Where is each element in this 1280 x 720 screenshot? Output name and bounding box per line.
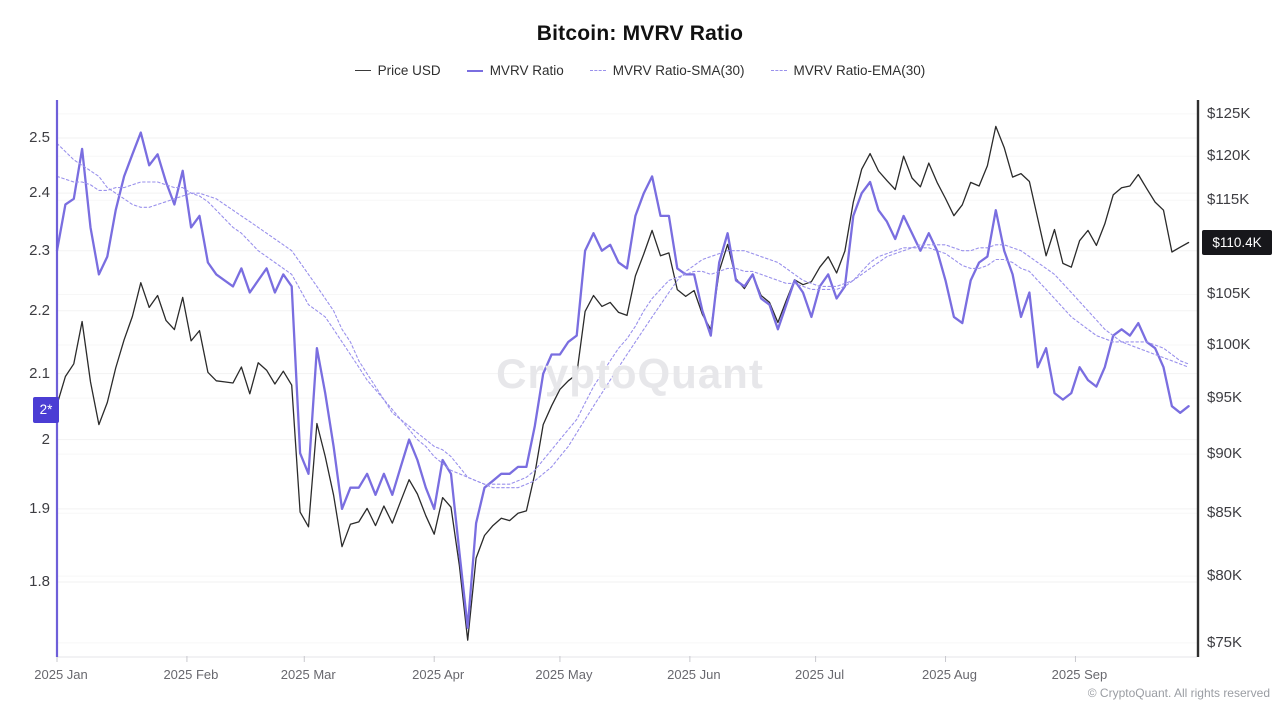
mvrv-current-value-badge: 2* xyxy=(33,396,59,423)
x-axis-month-label: 2025 Jun xyxy=(667,667,721,682)
legend-label: MVRV Ratio-EMA(30) xyxy=(793,63,926,78)
sma-line-icon xyxy=(589,70,606,71)
mvrv-ema30-line xyxy=(56,175,1190,485)
x-axis-month-label: 2025 Jul xyxy=(795,667,845,682)
left-axis-tick-label: 2.4 xyxy=(29,184,50,202)
x-axis-month-label: 2025 Mar xyxy=(280,667,336,682)
legend-item-mvrv-ema[interactable]: MVRV Ratio-EMA(30) xyxy=(770,63,926,78)
mvrv-ratio-line xyxy=(55,131,1190,629)
x-axis-month-label: 2025 Jan xyxy=(34,667,88,682)
left-axis-tick-label: 2.3 xyxy=(29,241,50,259)
x-axis-month-label: 2025 May xyxy=(535,667,593,682)
legend-label: MVRV Ratio-SMA(30) xyxy=(612,63,745,78)
right-axis-tick-label: $75K xyxy=(1207,633,1243,651)
x-axis-month-label: 2025 Aug xyxy=(922,667,977,682)
right-axis-tick-label: $120K xyxy=(1207,147,1251,165)
chart-plot-area[interactable] xyxy=(57,100,1197,657)
x-axis-month-label: 2025 Feb xyxy=(163,667,219,682)
price-usd-line xyxy=(56,125,1190,641)
ema-line-icon xyxy=(770,70,787,71)
mvrv-sma30-line xyxy=(56,142,1190,489)
price-current-value-badge: $110.4K xyxy=(1202,230,1272,256)
left-axis-tick-label: 2 xyxy=(41,430,50,448)
copyright-notice: © CryptoQuant. All rights reserved xyxy=(1087,686,1270,700)
left-axis-tick-label: 1.8 xyxy=(29,572,50,590)
legend-item-price-usd[interactable]: Price USD xyxy=(354,63,441,78)
x-axis-month-label: 2025 Sep xyxy=(1051,667,1108,682)
x-axis-month-label: 2025 Apr xyxy=(412,667,465,682)
right-axis-tick-label: $85K xyxy=(1207,504,1243,522)
right-axis-tick-label: $100K xyxy=(1207,336,1251,353)
page-title: Bitcoin: MVRV Ratio xyxy=(536,22,744,45)
legend-label: Price USD xyxy=(377,63,441,78)
price-line-icon xyxy=(354,70,371,71)
left-axis-tick-label: 2.2 xyxy=(29,301,50,319)
left-axis-tick-label: 1.9 xyxy=(29,499,50,517)
right-axis-tick-label: $95K xyxy=(1207,389,1243,407)
right-axis-tick-label: $125K xyxy=(1207,104,1251,122)
legend-item-mvrv-ratio[interactable]: MVRV Ratio xyxy=(466,63,564,78)
legend-label: MVRV Ratio xyxy=(489,63,564,78)
right-axis-tick-label: $105K xyxy=(1207,285,1251,303)
right-axis-tick-label: $80K xyxy=(1207,567,1243,585)
left-axis-tick-label: 2.1 xyxy=(29,364,50,382)
chart-legend: Price USD MVRV Ratio MVRV Ratio-SMA(30) … xyxy=(0,63,1280,78)
legend-item-mvrv-sma[interactable]: MVRV Ratio-SMA(30) xyxy=(589,63,745,78)
right-axis-tick-label: $115K xyxy=(1207,191,1250,209)
right-axis-tick-label: $90K xyxy=(1207,445,1243,463)
left-axis-tick-label: 2.5 xyxy=(29,129,50,146)
mvrv-line-icon xyxy=(466,69,483,72)
